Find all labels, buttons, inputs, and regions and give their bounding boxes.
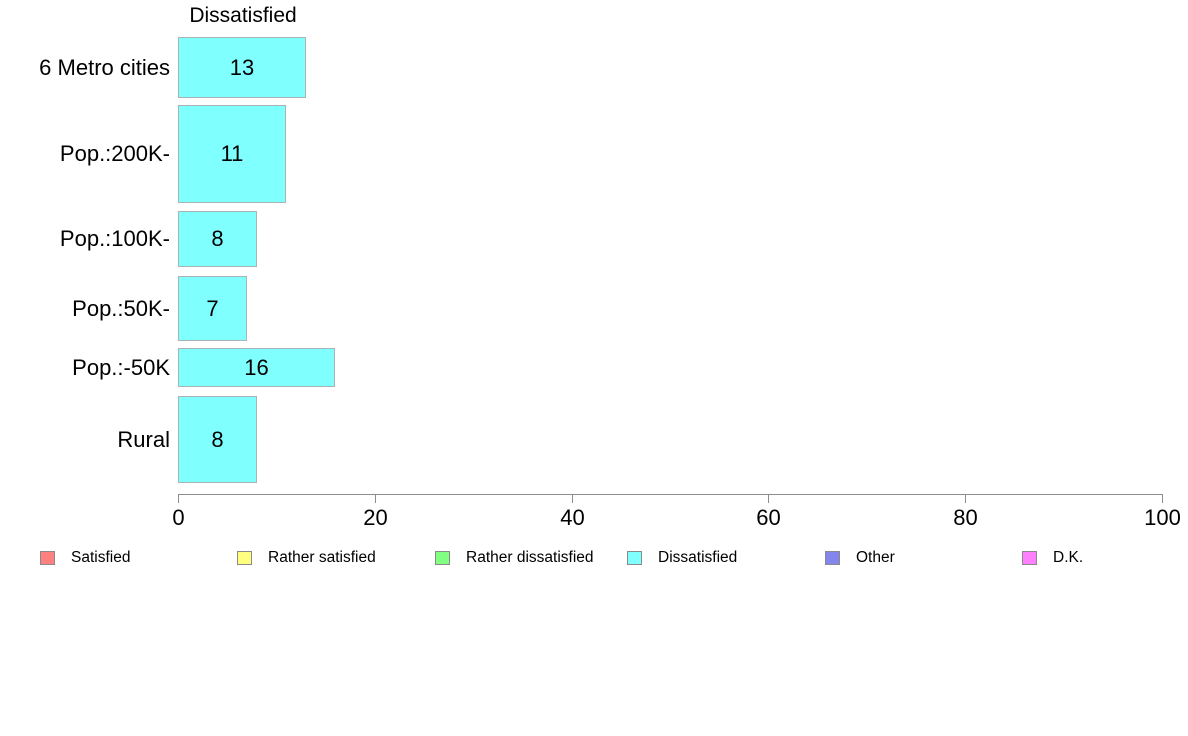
bar-value-label: 13 (229, 54, 255, 80)
legend-item-rather-dissatisfied: Rather dissatisfied (435, 549, 594, 567)
chart-title: Dissatisfied (189, 4, 297, 27)
legend-label: Satisfied (71, 549, 131, 566)
legend-swatch-dissatisfied (627, 551, 642, 565)
x-axis-tick: 80 (953, 494, 978, 530)
bar-value-label: 11 (220, 141, 244, 166)
x-axis-line (178, 494, 1163, 495)
legend-item-satisfied: Satisfied (40, 549, 130, 567)
bar-row: Rural 8 (0, 396, 1188, 483)
x-axis-tick: 20 (363, 494, 388, 530)
category-label: Pop.:100K- (59, 226, 170, 251)
x-axis-tick: 60 (756, 494, 781, 530)
bar-dissatisfied: 8 (178, 211, 257, 267)
bar-value-label: 8 (211, 226, 224, 251)
category-label: 6 Metro cities (39, 54, 170, 80)
legend-item-dk: D.K. (1022, 549, 1083, 567)
bar-dissatisfied: 11 (178, 105, 286, 203)
x-tick-label: 40 (560, 505, 585, 530)
bar-dissatisfied: 8 (178, 396, 257, 483)
legend-item-rather-satisfied: Rather satisfied (237, 549, 376, 567)
legend-label: Dissatisfied (658, 549, 738, 566)
legend-swatch-other (825, 551, 840, 565)
legend-item-dissatisfied: Dissatisfied (627, 549, 737, 567)
bar-row: Pop.:100K- 8 (0, 211, 1188, 267)
category-label: Pop.:-50K (72, 354, 170, 380)
x-tick-label: 80 (953, 505, 978, 530)
legend-swatch-satisfied (40, 551, 55, 565)
bar-dissatisfied: 7 (178, 276, 247, 341)
bar-value-label: 8 (211, 426, 224, 452)
x-axis-tick: 100 (1144, 494, 1181, 530)
x-axis-tick: 0 (172, 494, 185, 530)
bar-row: 6 Metro cities 13 (0, 37, 1188, 98)
bar-dissatisfied: 13 (178, 37, 306, 98)
x-tick-label: 100 (1144, 505, 1181, 530)
legend-label: D.K. (1053, 549, 1084, 566)
x-tick-label: 60 (756, 505, 781, 530)
bar-dissatisfied: 16 (178, 348, 335, 387)
legend-swatch-rather-dissatisfied (435, 551, 450, 565)
legend-label: Rather satisfied (268, 549, 376, 566)
x-tick-label: 0 (172, 505, 185, 530)
x-tick-label: 20 (363, 505, 388, 530)
legend-label: Rather dissatisfied (466, 549, 594, 566)
legend-item-other: Other (825, 549, 895, 567)
bar-value-label: 16 (244, 354, 269, 380)
bar-value-label: 7 (206, 295, 219, 321)
bar-row: Pop.:-50K 16 (0, 348, 1188, 387)
legend-label: Other (856, 549, 895, 566)
x-axis-tick: 40 (560, 494, 585, 530)
category-label: Rural (117, 426, 170, 452)
legend-swatch-rather-satisfied (237, 551, 252, 565)
category-label: Pop.:200K- (59, 141, 170, 166)
category-label: Pop.:50K- (72, 295, 170, 321)
bar-row: Pop.:50K- 7 (0, 276, 1188, 341)
bar-row: Pop.:200K- 11 (0, 105, 1188, 203)
legend-swatch-dk (1022, 551, 1037, 565)
